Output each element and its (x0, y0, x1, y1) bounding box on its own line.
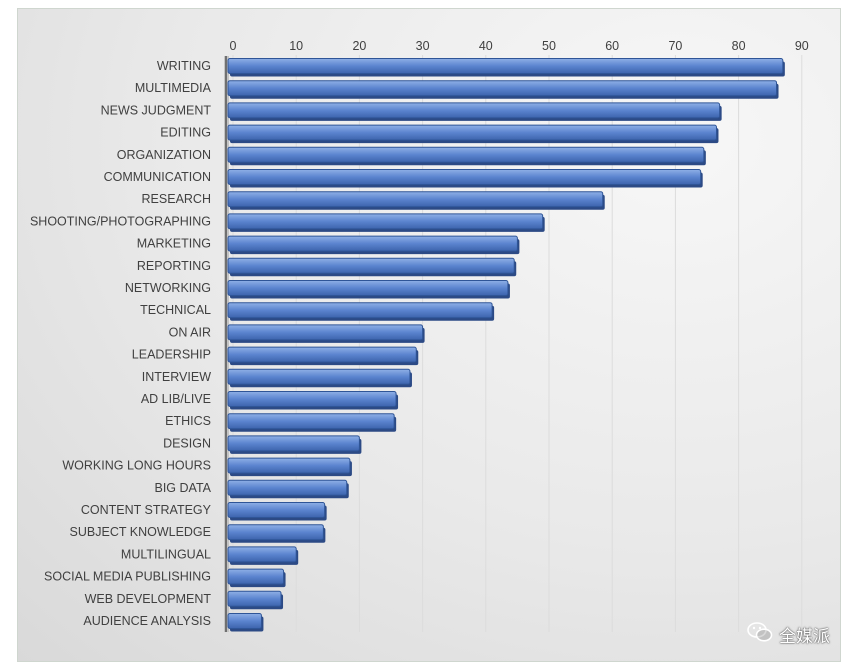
x-tick-label: 20 (352, 39, 366, 53)
category-label: NETWORKING (125, 281, 211, 295)
category-label: RESEARCH (142, 192, 211, 206)
bar (227, 124, 717, 141)
bar (227, 413, 395, 430)
bar (227, 346, 417, 363)
category-label: BIG DATA (155, 481, 212, 495)
bar (227, 302, 493, 319)
category-label: WEB DEVELOPMENT (85, 592, 212, 606)
category-label: WRITING (157, 59, 211, 73)
bar (227, 324, 424, 341)
bar (227, 102, 721, 119)
x-tick-label: 0 (230, 39, 237, 53)
bar (227, 213, 544, 230)
category-label: CONTENT STRATEGY (81, 503, 212, 517)
category-label: MULTILINGUAL (121, 547, 211, 561)
x-tick-label: 80 (732, 39, 746, 53)
category-label: NEWS JUDGMENT (101, 103, 212, 117)
bar (227, 502, 326, 518)
x-tick-label: 10 (289, 39, 303, 53)
bar (227, 80, 778, 97)
x-tick-label: 60 (605, 39, 619, 53)
category-label: MULTIMEDIA (135, 81, 212, 95)
bar (227, 590, 282, 607)
category-label: COMMUNICATION (104, 170, 211, 184)
bar (227, 457, 351, 474)
wechat-icon (747, 621, 773, 648)
x-tick-label: 30 (416, 39, 430, 53)
category-label: LEADERSHIP (132, 348, 211, 362)
bar (227, 479, 348, 496)
bar (227, 435, 360, 452)
bar (227, 169, 702, 185)
x-tick-label: 70 (668, 39, 682, 53)
category-label: SHOOTING/PHOTOGRAPHING (30, 214, 211, 228)
watermark: 全媒派 (747, 621, 830, 648)
bar (227, 191, 604, 208)
bar (227, 235, 518, 252)
bar (227, 280, 509, 296)
bar (227, 146, 705, 163)
category-label: ON AIR (169, 325, 211, 339)
bar (227, 58, 784, 74)
watermark-text: 全媒派 (779, 627, 830, 647)
bar (227, 613, 262, 629)
category-label: REPORTING (137, 259, 211, 273)
bar (227, 257, 515, 274)
category-label: ETHICS (165, 414, 211, 428)
bar (227, 546, 297, 563)
category-label: TECHNICAL (140, 303, 211, 317)
category-label: SUBJECT KNOWLEDGE (70, 525, 211, 539)
category-label: EDITING (160, 126, 211, 140)
category-label: SOCIAL MEDIA PUBLISHING (44, 570, 211, 584)
category-label: WORKING LONG HOURS (62, 459, 211, 473)
category-label: MARKETING (137, 237, 211, 251)
category-label: AUDIENCE ANALYSIS (83, 614, 211, 628)
x-tick-label: 90 (795, 39, 809, 53)
bar (227, 568, 285, 585)
bar (227, 524, 324, 541)
category-label: DESIGN (163, 436, 211, 450)
bar (227, 368, 411, 385)
category-label: ORGANIZATION (117, 148, 211, 162)
x-tick-label: 50 (542, 39, 556, 53)
category-label: INTERVIEW (142, 370, 211, 384)
bar (227, 391, 397, 407)
category-label: AD LIB/LIVE (141, 392, 211, 406)
x-tick-label: 40 (479, 39, 493, 53)
